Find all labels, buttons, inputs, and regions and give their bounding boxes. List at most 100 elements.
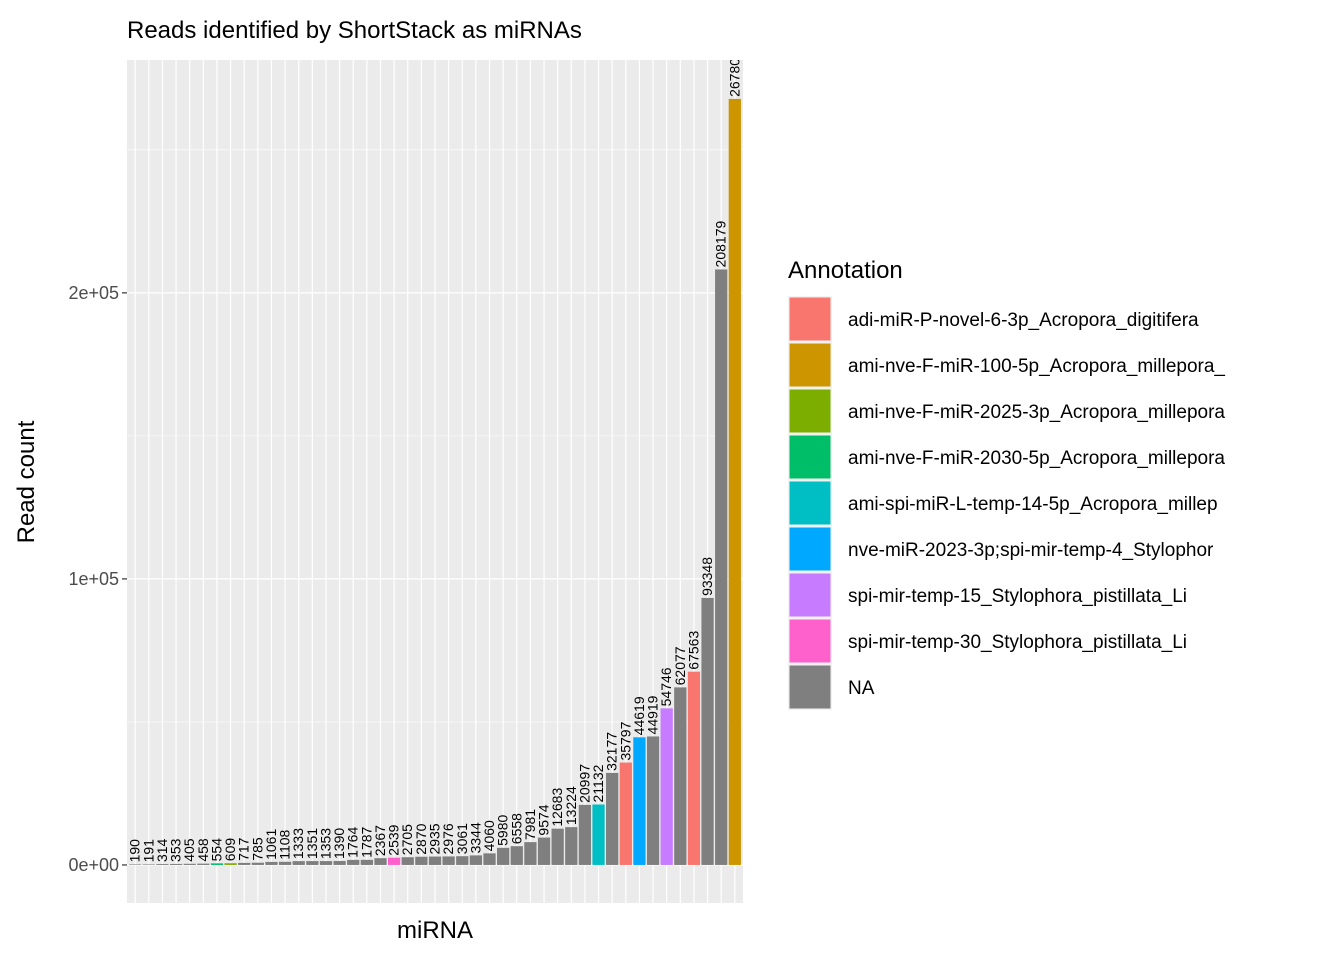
bar-value-label: 2935 <box>427 823 443 854</box>
bar-value-label: 785 <box>249 837 265 861</box>
bar-value-label: 3344 <box>467 822 483 853</box>
legend: Annotation adi-miR-P-novel-6-3p_Acropora… <box>788 257 1225 710</box>
legend-swatch <box>789 343 831 387</box>
bar-value-label: 13224 <box>563 786 579 825</box>
bar <box>183 863 196 865</box>
legend-swatch <box>789 665 831 709</box>
legend-swatch <box>789 481 831 525</box>
bar-value-label: 32177 <box>604 732 620 771</box>
chart-title: Reads identified by ShortStack as miRNAs <box>127 17 582 44</box>
bar <box>592 804 605 865</box>
bar <box>333 860 346 865</box>
bar <box>456 856 469 865</box>
bar <box>687 671 701 865</box>
bar <box>646 736 660 865</box>
bar <box>606 772 619 865</box>
bar <box>469 855 483 865</box>
bar <box>701 597 714 865</box>
bar <box>633 737 646 865</box>
bar-value-label: 4060 <box>481 820 497 851</box>
bar-value-label: 1787 <box>358 826 374 857</box>
legend-label: spi-mir-temp-15_Stylophora_pistillata_Li <box>848 586 1187 607</box>
bar-value-label: 314 <box>154 838 170 862</box>
bar-value-label: 609 <box>222 838 238 862</box>
bar-value-label: 458 <box>195 838 211 862</box>
bar-value-label: 1333 <box>290 828 306 859</box>
y-axis-title: Read count <box>13 420 40 543</box>
bar-value-label: 44619 <box>631 696 647 735</box>
bar-value-label: 1061 <box>263 829 279 860</box>
legend-label: nve-miR-2023-3p;spi-mir-temp-4_Stylophor <box>848 540 1214 561</box>
bar-value-labels: 1901913143534054585546097177851061110813… <box>127 50 742 863</box>
bar-value-label: 267800 <box>726 50 742 97</box>
bars <box>129 98 741 865</box>
legend-label: adi-miR-P-novel-6-3p_Acropora_digitifera <box>848 310 1199 331</box>
bar-value-label: 1390 <box>331 828 347 859</box>
bar <box>497 847 510 865</box>
bar-value-label: 1353 <box>317 828 333 859</box>
bar <box>197 863 210 865</box>
bar <box>169 863 183 865</box>
bar <box>224 863 237 865</box>
y-tick-label: 1e+05 <box>68 569 119 589</box>
bar <box>619 762 632 865</box>
bar-value-label: 554 <box>208 838 224 862</box>
bar-value-label: 1108 <box>277 829 293 859</box>
bar <box>129 864 142 865</box>
bar <box>292 861 305 865</box>
bar <box>401 857 414 865</box>
bar <box>319 861 333 865</box>
bar-value-label: 2705 <box>399 824 415 855</box>
bar-value-label: 2539 <box>386 824 402 855</box>
y-tick-label: 2e+05 <box>68 283 119 303</box>
legend-label: ami-spi-miR-L-temp-14-5p_Acropora_millep <box>848 494 1218 515</box>
bar-value-label: 54746 <box>658 667 674 706</box>
legend-label: ami-nve-F-miR-100-5p_Acropora_millepora_ <box>848 356 1225 377</box>
bar <box>387 857 401 865</box>
legend-label: NA <box>848 678 875 699</box>
legend-swatch <box>789 527 831 571</box>
bar-value-label: 353 <box>168 838 184 862</box>
bar-value-label: 9574 <box>536 804 552 835</box>
bar-value-label: 2870 <box>413 823 429 854</box>
bar <box>578 804 592 865</box>
bar <box>251 862 264 865</box>
bar <box>415 856 428 865</box>
bar-value-label: 1351 <box>304 828 320 859</box>
bar-value-label: 190 <box>127 839 143 863</box>
bar-value-label: 717 <box>236 837 252 861</box>
bar-value-label: 7981 <box>522 809 538 840</box>
bar-value-label: 2976 <box>440 823 456 854</box>
bar <box>347 859 360 865</box>
legend-label: ami-nve-F-miR-2030-5p_Acropora_millepora <box>848 448 1225 469</box>
bar <box>551 828 564 865</box>
legend-swatch <box>789 389 831 433</box>
bar-value-label: 405 <box>181 838 197 862</box>
bar-value-label: 44919 <box>645 695 661 734</box>
bar <box>674 687 687 865</box>
legend-label: spi-mir-temp-30_Stylophora_pistillata_Li <box>848 632 1187 653</box>
bar <box>715 269 728 865</box>
bar <box>142 864 155 865</box>
bar-value-label: 6558 <box>508 813 524 844</box>
legend-swatch <box>789 435 831 479</box>
bar-value-label: 3061 <box>454 823 470 854</box>
bar <box>374 858 387 865</box>
bar <box>660 708 673 865</box>
bar-value-label: 62077 <box>672 646 688 685</box>
legend-swatch <box>789 297 831 341</box>
bar-value-label: 5980 <box>495 814 511 845</box>
bar <box>238 862 251 865</box>
bar-value-label: 35797 <box>617 721 633 760</box>
bar <box>442 856 455 865</box>
bar <box>428 856 442 865</box>
legend-swatch <box>789 573 831 617</box>
bar <box>537 837 551 865</box>
bar-value-label: 12683 <box>549 788 565 827</box>
legend-label: ami-nve-F-miR-2025-3p_Acropora_millepora <box>848 402 1225 423</box>
bar <box>483 853 496 865</box>
bar <box>210 863 224 865</box>
y-tick-label: 0e+00 <box>68 855 119 875</box>
bar <box>156 864 169 865</box>
